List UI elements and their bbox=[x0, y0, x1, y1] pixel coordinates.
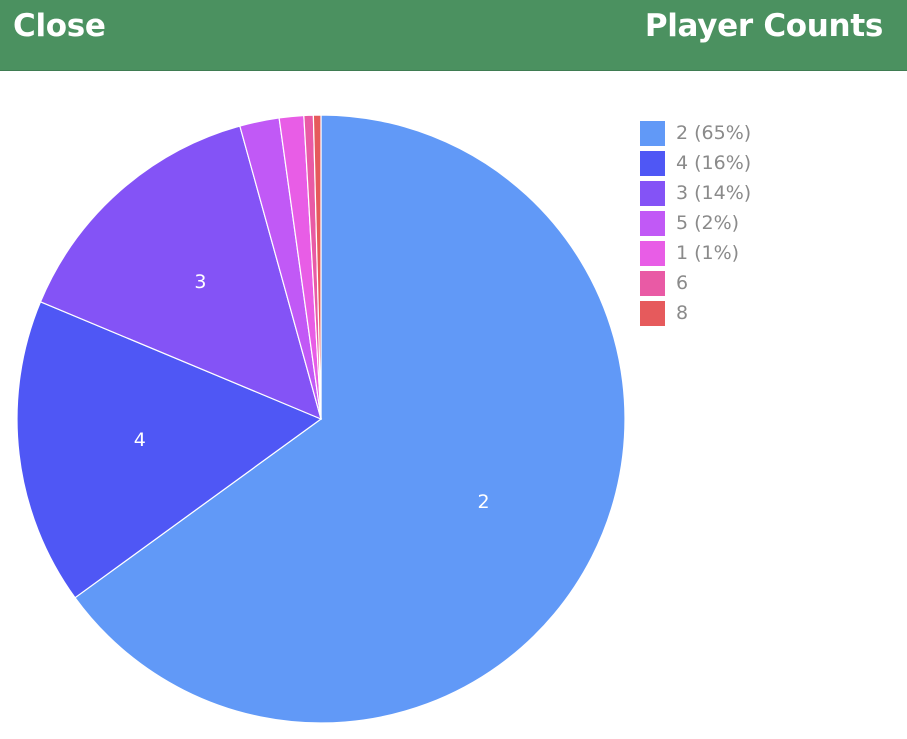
pie-slice-4 bbox=[16, 300, 323, 599]
legend-item-2: 2 (65%) bbox=[640, 118, 751, 148]
slice-label-3: 3 bbox=[194, 271, 206, 293]
legend-swatch bbox=[640, 210, 665, 236]
legend-item-8: 8 bbox=[640, 298, 751, 328]
legend-item-6: 6 bbox=[640, 268, 751, 298]
legend-item-4: 4 (16%) bbox=[640, 148, 751, 178]
legend-label: 2 (65%) bbox=[676, 122, 752, 144]
legend-label: 6 bbox=[676, 272, 689, 294]
legend-label: 8 bbox=[676, 302, 689, 324]
chart-legend: 2 (65%) 4 (16%) 3 (14%) 5 (2%) 1 (1%) 6 8 bbox=[640, 118, 751, 328]
legend-label: 1 (1%) bbox=[676, 242, 740, 264]
legend-swatch bbox=[640, 150, 665, 176]
slice-label-2: 2 bbox=[477, 491, 489, 513]
legend-item-1: 1 (1%) bbox=[640, 238, 751, 268]
slice-label-4: 4 bbox=[134, 429, 146, 451]
legend-swatch bbox=[640, 240, 665, 266]
pie-slice-8 bbox=[312, 114, 322, 420]
legend-swatch bbox=[640, 180, 665, 206]
close-button[interactable]: Close bbox=[13, 8, 106, 44]
legend-label: 3 (14%) bbox=[676, 182, 752, 204]
legend-swatch bbox=[640, 120, 665, 146]
legend-label: 5 (2%) bbox=[676, 212, 740, 234]
legend-item-5: 5 (2%) bbox=[640, 208, 751, 238]
legend-swatch bbox=[640, 300, 665, 326]
page-title: Player Counts bbox=[644, 8, 883, 44]
legend-swatch bbox=[640, 270, 665, 296]
pie-slice-2 bbox=[74, 114, 626, 724]
pie-chart: 2 4 3 bbox=[16, 114, 626, 724]
pie-slice-3 bbox=[39, 125, 322, 421]
legend-label: 4 (16%) bbox=[676, 152, 752, 174]
legend-item-3: 3 (14%) bbox=[640, 178, 751, 208]
header-bar: Close Player Counts bbox=[0, 0, 907, 71]
